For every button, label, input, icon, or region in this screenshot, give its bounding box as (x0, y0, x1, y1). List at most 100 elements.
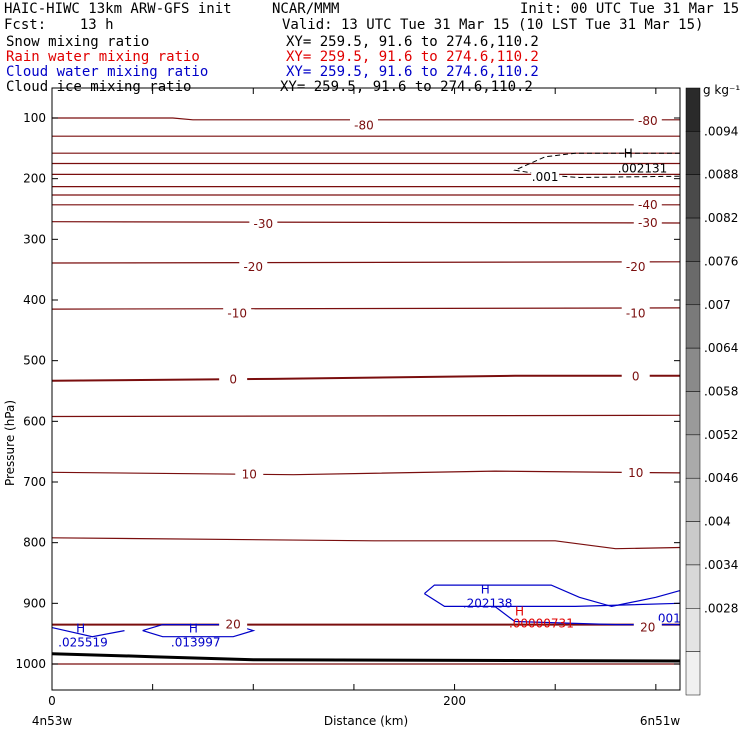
colorbar-tick-label: .0034 (704, 558, 738, 572)
isotherm-label: 0 (229, 372, 237, 386)
colorbar-tick-label: .0046 (704, 471, 738, 485)
field-cloud-ice-xy: XY= 259.5, 91.6 to 274.6,110.2 (280, 79, 533, 95)
isotherm-label: -40 (638, 198, 658, 212)
isotherm-label-bg (621, 306, 650, 320)
isotherm-label: -20 (243, 260, 263, 274)
colorbar-swatch (685, 261, 701, 306)
isotherm-line (51, 261, 681, 264)
init-time: Init: 00 UTC Tue 31 Mar 15 (520, 1, 740, 17)
isotherm-label-bg (621, 260, 650, 274)
isotherm-label: 10 (628, 466, 643, 480)
cloud-ice-contours: .001 H.002131 (513, 147, 681, 184)
contour-labels: -80 -80 -40 -30 -30 -20 -20 -10 -10 0 0 10 10 20 20 (219, 114, 662, 635)
model-title: HAIC-HIWC 13km ARW-GFS init (4, 1, 232, 17)
x-tick-label: 200 (443, 694, 466, 708)
field-cloud-water-name: Cloud water mixing ratio (6, 64, 209, 80)
isotherm-label-bg (235, 467, 264, 481)
isotherm-label-bg (633, 620, 662, 634)
isotherm-label-bg (621, 465, 650, 479)
isotherm-label-bg (633, 114, 662, 128)
cloud-water-contour-line (424, 584, 681, 608)
y-tick-label: 200 (23, 172, 46, 186)
colorbar-tick-label: .0094 (704, 124, 738, 138)
cloud-water-contour-line (142, 623, 256, 638)
right-endpoint-label: 6n51w (640, 714, 681, 728)
colorbar-swatch (685, 217, 701, 262)
colorbar: .0094 .0088 .0082 .0076 .007 .0064 .0058 .0052.… (685, 83, 740, 696)
cloud-water-contour-line (51, 627, 125, 638)
y-tick-label: 100 (23, 111, 46, 125)
colorbar-swatch (685, 131, 701, 175)
cloud-water-max-marker: H (76, 622, 85, 636)
colorbar-swatch (685, 608, 701, 652)
cloud-ice-contour-label: .001 (532, 170, 559, 184)
colorbar-tick-label: .007 (704, 298, 731, 312)
isotherm-line (51, 537, 681, 550)
colorbar-swatch (685, 87, 701, 132)
y-tick-label: 600 (23, 414, 46, 428)
colorbar-swatch (685, 391, 701, 436)
isotherm-label-bg (621, 369, 650, 383)
colorbar-swatch (685, 434, 701, 479)
colorbar-swatch (685, 304, 701, 349)
colorbar-swatch (685, 477, 701, 522)
colorbar-unit-label: g kg⁻¹ (703, 83, 740, 97)
left-endpoint-label: 4n53w (32, 714, 73, 728)
isotherm-line (51, 470, 681, 476)
isotherm-label-bg (633, 215, 662, 229)
isotherm-label-bg (633, 197, 662, 211)
rain-max-value: .00000731 (509, 617, 574, 631)
colorbar-swatch (685, 564, 701, 609)
isotherm-label: -20 (626, 260, 646, 274)
cloud-ice-label-bg (531, 169, 560, 183)
isotherm-label: -30 (638, 216, 658, 230)
field-rain-name: Rain water mixing ratio (6, 49, 200, 65)
rain-max-marker: H (515, 605, 524, 619)
temperature-isotherms (51, 117, 681, 665)
colorbar-swatch (685, 347, 701, 392)
y-tick-label: 700 (23, 475, 46, 489)
y-tick-label: 800 (23, 536, 46, 550)
cloud-water-max-marker: H (481, 582, 490, 596)
cloud-water-contour-line (424, 593, 681, 608)
colorbar-swatch (685, 521, 701, 566)
colorbar-tick-label: .0076 (704, 254, 738, 268)
isotherm-label: 20 (226, 618, 241, 632)
cloud-ice-max-marker: H (624, 147, 633, 161)
colorbar-tick-label: .0028 (704, 601, 738, 615)
isotherm-line (51, 307, 681, 310)
field-snow-xy: XY= 259.5, 91.6 to 274.6,110.2 (286, 34, 539, 50)
y-axis-label: Pressure (hPa) (3, 400, 17, 486)
isotherm-label-bg (239, 260, 268, 274)
plot-frame (51, 87, 681, 691)
x-axis-label: Distance (km) (324, 714, 408, 728)
cloud-water-max-value: .202138 (463, 596, 513, 610)
terrain-surface-line (51, 652, 681, 663)
isotherm-label: -10 (227, 306, 247, 320)
valid-time: Valid: 13 UTC Tue 31 Mar 15 (10 LST Tue … (282, 17, 704, 33)
forecast-hour: Fcst: 13 h (4, 17, 114, 33)
cloud-ice-max-value: .002131 (618, 162, 668, 176)
isotherm-label: -80 (354, 118, 374, 132)
isotherm-line (52, 117, 680, 121)
colorbar-swatch (685, 174, 701, 219)
isotherm-label: -80 (638, 114, 658, 128)
y-tick-label: 1000 (15, 657, 46, 671)
field-rain-xy: XY= 259.5, 91.6 to 274.6,110.2 (286, 49, 539, 65)
isotherm-line (51, 374, 680, 382)
isotherm-label: 20 (640, 621, 655, 635)
y-tick-label: 500 (23, 354, 46, 368)
y-tick-label: 300 (23, 232, 46, 246)
isotherm-label-bg (219, 372, 248, 386)
isotherm-label-bg (249, 217, 278, 231)
cloud-ice-contour-line (513, 152, 681, 179)
isotherm-label: -30 (254, 217, 274, 231)
isotherm-line (51, 414, 681, 418)
isotherm-label-bg (223, 306, 252, 320)
isotherm-label: 10 (242, 468, 257, 482)
x-tick-label: 0 (48, 694, 56, 708)
institution-label: NCAR/MMM (272, 1, 340, 17)
